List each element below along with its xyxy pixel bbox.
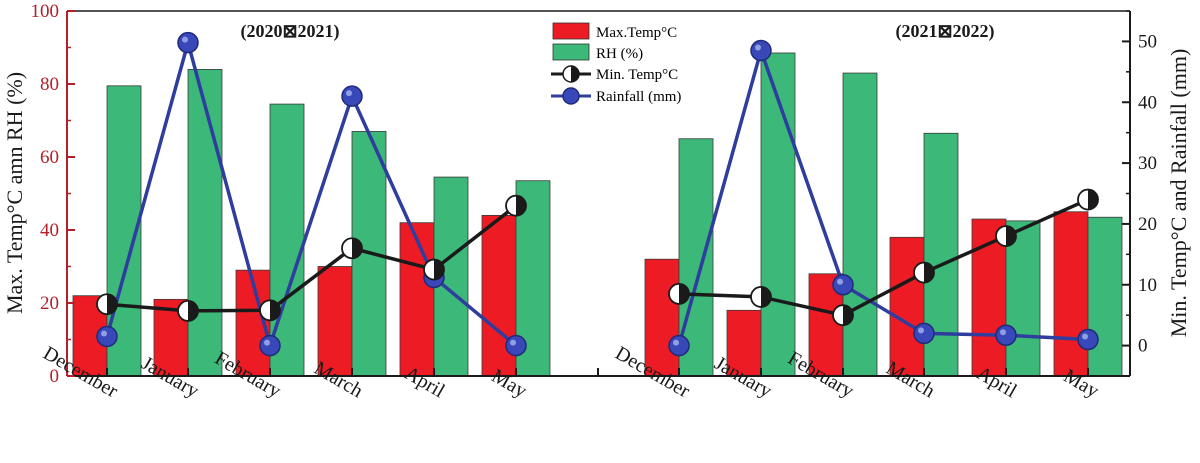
right-tick-label-1: 10 <box>1138 275 1157 296</box>
marker-min-temp-fill-10 <box>1006 226 1016 247</box>
bar-rh-7 <box>760 52 796 377</box>
marker-rainfall-11 <box>1077 328 1099 351</box>
line-min-temp-panel-1 <box>678 197 1089 317</box>
bar-max-temp-11 <box>1053 211 1089 377</box>
marker-rainfall-7 <box>750 39 772 62</box>
legend-swatch-rh <box>552 43 590 61</box>
legend-label-max-temp: Max.Temp°C <box>596 25 677 41</box>
marker-rainfall-highlight-2 <box>264 339 270 346</box>
left-tick-label-0: 0 <box>50 366 60 387</box>
marker-rainfall-6 <box>668 334 690 357</box>
marker-rainfall-highlight-9 <box>918 327 924 334</box>
marker-rainfall-highlight-5 <box>510 339 516 346</box>
legend-marker-rainfall <box>562 87 580 105</box>
legend-marker-min-temp <box>562 65 580 83</box>
panel-title-2021-2022: (2021⊠2022) <box>895 21 994 42</box>
bar-rh-11 <box>1087 216 1123 377</box>
line-rainfall-panel-0 <box>105 40 518 348</box>
marker-min-temp-fill-2 <box>270 300 280 321</box>
marker-rainfall-highlight-3 <box>346 90 352 97</box>
marker-rainfall-3 <box>341 85 363 107</box>
right-tick-label-3: 30 <box>1138 153 1157 174</box>
line-min-temp-panel-0 <box>106 204 518 313</box>
marker-rainfall-highlight-10 <box>1000 329 1006 336</box>
left-tick-label-2: 40 <box>40 220 59 241</box>
right-tick-label-0: 0 <box>1138 336 1148 357</box>
line-rainfall-panel-1 <box>677 48 1089 347</box>
left-tick-label-4: 80 <box>40 74 59 95</box>
right-axis-label: Min. Temp°C and Rainfall (mm) <box>1166 49 1191 338</box>
marker-min-temp-fill-3 <box>352 238 362 259</box>
bar-rh-1 <box>187 69 223 377</box>
legend: Max.Temp°C RH (%) Min. Temp°C Rainfall (… <box>551 22 681 105</box>
marker-min-temp-fill-1 <box>188 300 198 321</box>
marker-min-temp-fill-8 <box>843 305 853 326</box>
right-tick-label-2: 20 <box>1138 214 1157 235</box>
legend-label-rh: RH (%) <box>596 46 643 62</box>
marker-min-temp-fill-7 <box>761 286 771 307</box>
bar-max-temp-9 <box>889 236 925 377</box>
right-tick-label-5: 50 <box>1138 31 1157 52</box>
marker-rainfall-10 <box>995 324 1017 346</box>
marker-rainfall-highlight-1 <box>182 36 188 43</box>
legend-label-min-temp: Min. Temp°C <box>596 67 678 83</box>
right-tick-label-4: 40 <box>1138 92 1157 113</box>
marker-min-temp-fill-6 <box>679 283 689 304</box>
panel-title-2020-2021: (2020⊠2021) <box>240 21 339 42</box>
marker-rainfall-highlight-0 <box>101 330 107 337</box>
marker-rainfall-1 <box>177 31 199 54</box>
legend-swatch-max-temp <box>552 22 590 40</box>
left-tick-label-3: 60 <box>40 147 59 168</box>
marker-rainfall-highlight-7 <box>755 44 761 51</box>
left-tick-label-1: 20 <box>40 293 59 314</box>
left-axis-label: Max. Temp°C amn RH (%) <box>2 72 27 314</box>
bar-rh-8 <box>842 72 878 377</box>
marker-rainfall-8 <box>832 274 854 296</box>
lines-layer <box>96 31 1099 357</box>
marker-min-temp-fill-5 <box>516 195 526 216</box>
marker-min-temp-fill-9 <box>924 262 934 283</box>
marker-min-temp-fill-0 <box>107 294 117 315</box>
marker-rainfall-5 <box>505 334 527 357</box>
bar-rh-10 <box>1005 220 1041 377</box>
marker-rainfall-2 <box>259 334 281 357</box>
bar-max-temp-4 <box>399 222 435 377</box>
marker-rainfall-0 <box>96 325 118 348</box>
marker-rainfall-highlight-8 <box>837 278 843 285</box>
marker-min-temp-fill-11 <box>1088 189 1098 210</box>
marker-rainfall-highlight-11 <box>1082 333 1088 340</box>
marker-rainfall-9 <box>913 322 935 345</box>
marker-min-temp-fill-4 <box>434 259 444 280</box>
marker-rainfall-highlight-6 <box>673 339 679 346</box>
left-tick-label-5: 100 <box>31 1 60 22</box>
legend-label-rainfall: Rainfall (mm) <box>596 89 681 105</box>
